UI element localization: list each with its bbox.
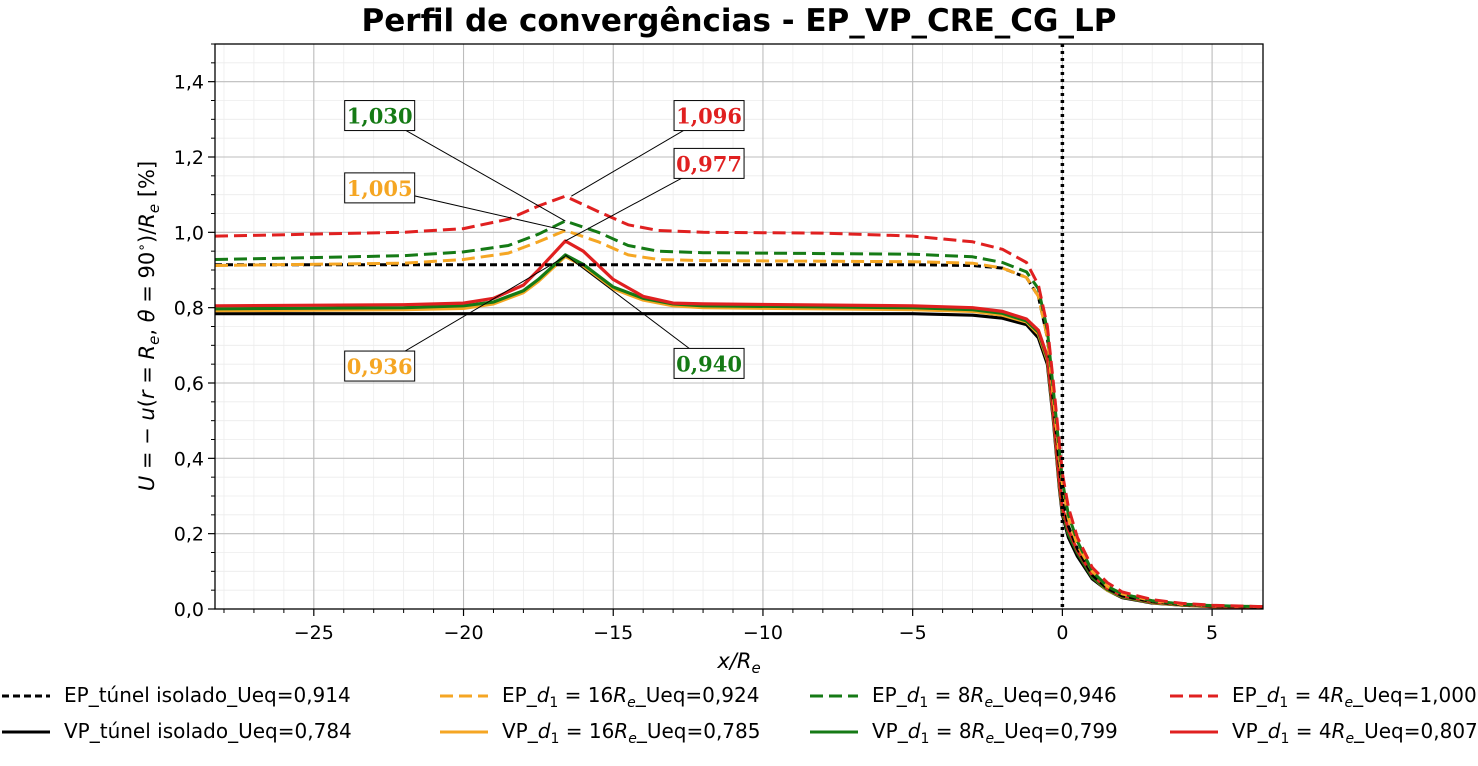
y-axis-label: U = − u(r = Re, θ = 90∘)/Re [%] [134,161,163,491]
legend-entry-5: VP_túnel isolado_Ueq=0,784 [2,719,352,743]
y-tick-label: 0,8 [174,298,204,320]
annotation-box-1 [344,100,416,132]
annotation-box-6 [673,347,745,379]
x-tick-label: −10 [743,622,783,644]
svg-text:U = − u(r = Re, θ = 90∘)/Re [%: U = − u(r = Re, θ = 90∘)/Re [%] [134,161,163,491]
annotation-label-5: 0,936 [347,354,413,379]
legend-entry-1: EP_túnel isolado_Ueq=0,914 [2,683,351,707]
annotation-label-1: 1,030 [347,104,413,129]
legend-label: EP_d1 = 16Re_Ueq=0,924 [502,683,759,711]
ticks-layer: −25 −20 −15 −10 −5 0 5 0,0 0,2 0,4 0,6 0,8 1,0 1,2 1,4 [174,43,1243,644]
y-tick-label: 0,0 [174,599,204,621]
annotation-leader-5 [379,256,566,367]
x-tick-label: −5 [899,622,927,644]
chart-title: Perfil de convergências - EP_VP_CRE_CG_L… [362,3,1117,39]
legend-entry-4: EP_d1 = 4Re_Ueq=1,000 [1170,683,1477,711]
annotation-box-2 [673,100,745,132]
legend-label: VP_d1 = 8Re_Ueq=0,799 [872,719,1118,747]
annotation-layer: 1,030 1,096 0,977 1,005 0,936 0,940 [344,100,745,382]
x-axis-label: x/Re [716,649,760,677]
series-line-1: EP_túnel isolado_Ueq=0,914 [215,263,1264,609]
x-tick-label: −15 [593,622,633,644]
legend-label: EP_d1 = 4Re_Ueq=1,000 [1232,683,1477,711]
x-tick-label: 0 [1056,622,1068,644]
annotation-label-4: 1,005 [347,176,413,201]
x-tick-label: 5 [1206,622,1218,644]
legend: EP_túnel isolado_Ueq=0,914 EP_d1 = 16Re_U… [2,683,1478,747]
legend-entry-7: VP_d1 = 8Re_Ueq=0,799 [810,719,1118,747]
legend-label: VP_túnel isolado_Ueq=0,784 [64,719,352,743]
annotation-label-3: 0,977 [676,151,742,176]
annotation-leader-1 [379,115,566,222]
y-tick-label: 1,4 [174,72,204,94]
x-tick-label: −20 [443,622,483,644]
legend-label: EP_d1 = 8Re_Ueq=0,946 [872,683,1117,711]
y-tick-label: 0,6 [174,373,204,395]
legend-entry-8: VP_d1 = 4Re_Ueq=0,807 [1170,719,1478,747]
annotation-leader-6 [565,254,710,364]
y-tick-label: 1,0 [174,222,204,244]
legend-entry-2: EP_d1 = 16Re_Ueq=0,924 [440,683,759,711]
y-tick-label: 1,2 [174,147,204,169]
y-tick-label: 0,2 [174,524,204,546]
annotation-box-4 [344,172,416,204]
legend-entry-3: EP_d1 = 8Re_Ueq=0,946 [810,683,1117,711]
svg-text:x/Re: x/Re [716,649,760,677]
series-line-4: EP_d1 = 4Re_Ueq=1,000 [214,194,1264,609]
series-line-3: EP_d1 = 8Re_Ueq=0,946 [214,219,1264,609]
legend-label: EP_túnel isolado_Ueq=0,914 [64,683,351,707]
series-line-2: EP_d1 = 16Re_Ueq=0,924 [214,229,1264,609]
legend-label: VP_d1 = 16Re_Ueq=0,785 [502,719,760,747]
annotation-label-2: 1,096 [676,104,742,129]
annotation-box-5 [344,350,416,382]
legend-entry-6: VP_d1 = 16Re_Ueq=0,785 [440,719,760,747]
legend-label: VP_d1 = 4Re_Ueq=0,807 [1232,719,1478,747]
annotation-label-6: 0,940 [676,351,742,376]
y-tick-label: 0,4 [174,448,204,470]
x-tick-label: −25 [294,622,334,644]
annotation-box-3 [673,147,745,179]
